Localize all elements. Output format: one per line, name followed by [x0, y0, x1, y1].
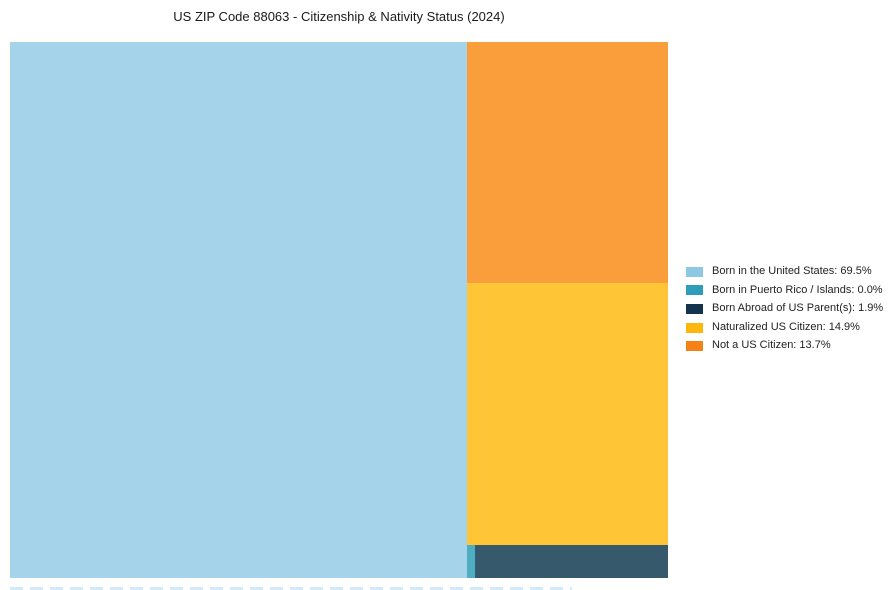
legend-label: Born in Puerto Rico / Islands: 0.0% [712, 283, 883, 296]
legend-label: Not a US Citizen: 13.7% [712, 339, 831, 352]
treemap-segment-born-us [10, 42, 468, 578]
treemap-segment-born-abroad [475, 544, 668, 578]
legend-label: Naturalized US Citizen: 14.9% [712, 320, 860, 333]
legend-swatch-born-abroad [686, 303, 703, 314]
treemap-segment-born-pr [467, 544, 476, 578]
legend-swatch-born-pr [686, 285, 703, 296]
treemap-segment-not-citizen [467, 42, 668, 283]
legend-swatch-naturalized [686, 322, 703, 333]
legend: Born in the United States: 69.5% Born in … [686, 265, 883, 352]
legend-item-born-us: Born in the United States: 69.5% [686, 265, 883, 278]
treemap [10, 42, 668, 578]
legend-label: Born in the United States: 69.5% [712, 265, 872, 277]
legend-item-not-citizen: Not a US Citizen: 13.7% [686, 340, 883, 352]
legend-item-born-pr: Born in Puerto Rico / Islands: 0.0% [686, 283, 883, 297]
legend-item-born-abroad: Born Abroad of US Parent(s): 1.9% [686, 303, 883, 315]
treemap-segment-naturalized [467, 282, 668, 545]
chart-title: US ZIP Code 88063 - Citizenship & Nativi… [173, 9, 505, 24]
cropped-bottom-edge-dashes [10, 587, 572, 590]
legend-label: Born Abroad of US Parent(s): 1.9% [712, 302, 884, 315]
legend-swatch-born-us [686, 266, 703, 277]
legend-swatch-not-citizen [686, 341, 703, 352]
legend-item-naturalized: Naturalized US Citizen: 14.9% [686, 320, 883, 334]
